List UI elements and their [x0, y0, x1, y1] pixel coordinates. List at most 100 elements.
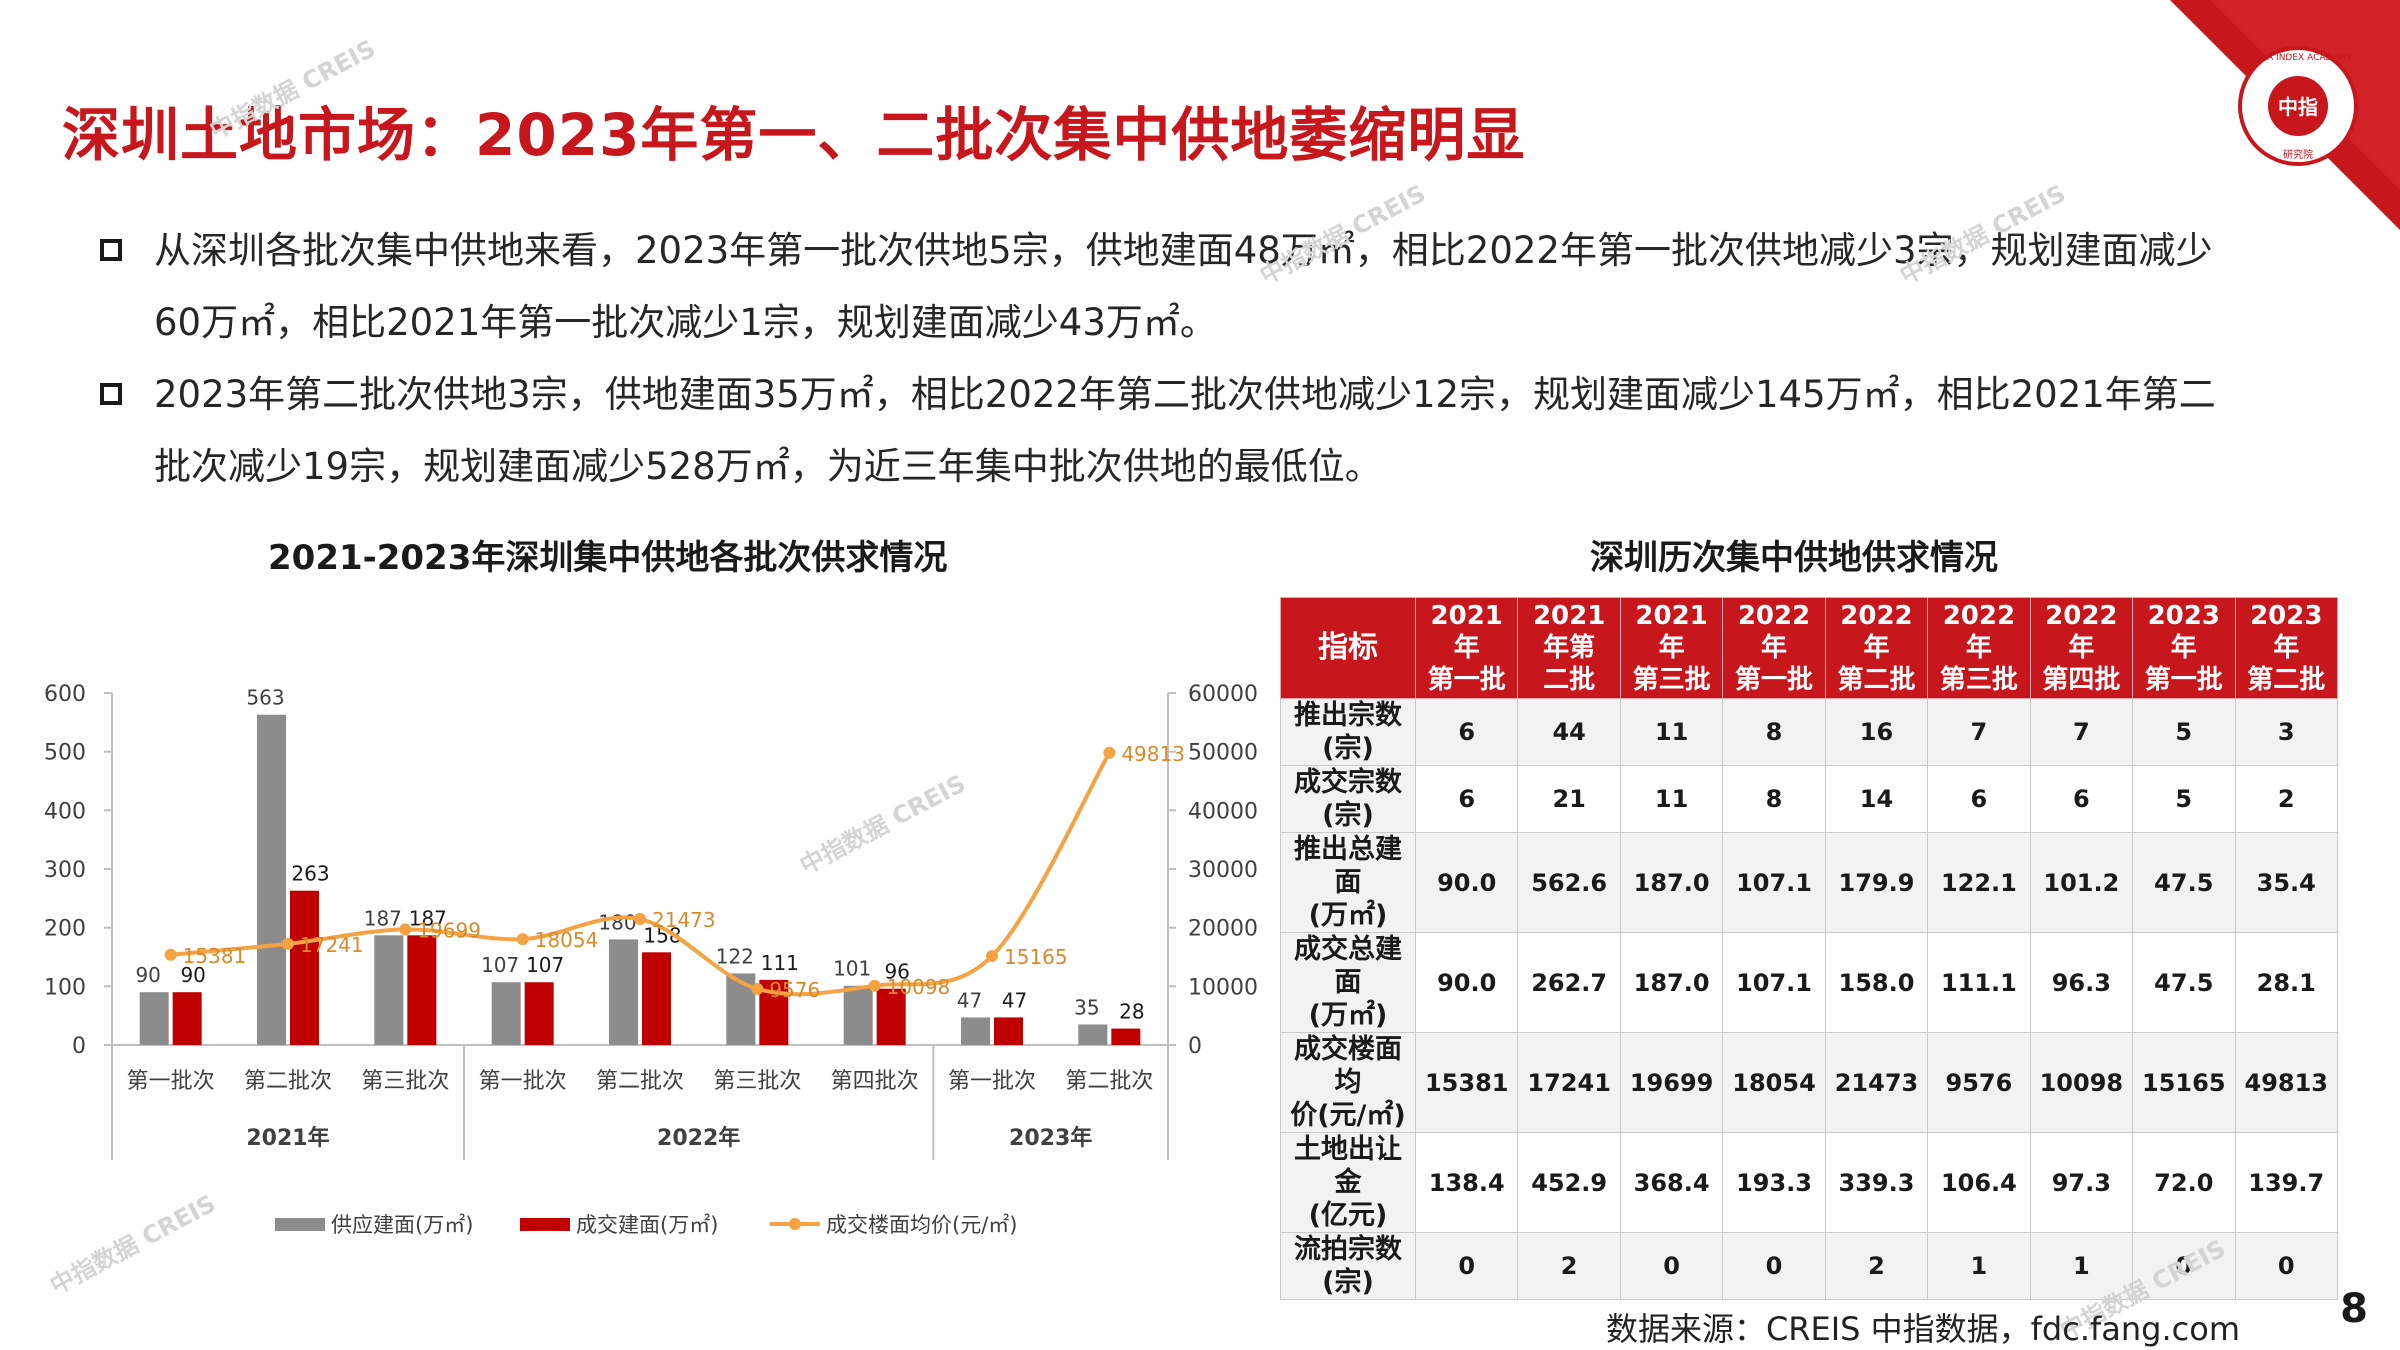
table-row: 推出宗数 (宗) 6 44 11 8 16 7 7 5 3 — [1280, 698, 2338, 766]
y-right-tick-label: 10000 — [1188, 975, 1258, 1000]
table-cell: 8 — [1722, 765, 1826, 833]
table-cell: 107.1 — [1722, 832, 1826, 933]
seal-center-icon — [2268, 76, 2328, 136]
supply-demand-table: 指标 2021年 第一批 2021年第 二批 2021年 第三批 2022年 第一批 2022年第… — [1280, 597, 2338, 1300]
y-left-tick-label: 400 — [44, 799, 86, 824]
y-left-tick-label: 600 — [44, 682, 86, 707]
bar-deal-label: 107 — [526, 953, 564, 977]
logo-text: 中指 — [2278, 95, 2318, 119]
group-label: 2021年 — [246, 1125, 329, 1151]
bar-supply — [374, 935, 404, 1045]
legend-swatch-deal — [520, 1218, 570, 1231]
table-cell: 187.0 — [1619, 832, 1724, 933]
table-cell: 9576 — [1927, 1032, 2031, 1133]
table-cell: 158.0 — [1824, 932, 1929, 1033]
table-cell: 0 — [1722, 1232, 1826, 1300]
bar-deal-label: 28 — [1119, 1000, 1144, 1024]
table-cell: 47.5 — [2132, 932, 2236, 1033]
bar-supply-label: 180 — [598, 910, 636, 934]
table-cell: 44 — [1517, 698, 1621, 766]
table-cell: 90.0 — [1414, 932, 1519, 1033]
table-cell: 187.0 — [1619, 932, 1724, 1033]
checkbox-square-icon — [100, 383, 122, 405]
table-cell: 6 — [1414, 698, 1519, 766]
table-header-batch: 2022年 第四批 — [2029, 597, 2134, 699]
y-right-tick-label: 40000 — [1188, 799, 1258, 824]
bar-supply — [1078, 1024, 1108, 1045]
table-cell: 1 — [1927, 1232, 2031, 1300]
table-cell: 6 — [2029, 765, 2134, 833]
line-price-label: 18054 — [535, 928, 599, 952]
group-label: 2022年 — [657, 1125, 740, 1151]
bar-supply — [257, 714, 286, 1045]
table-cell: 11 — [1619, 765, 1724, 833]
line-price-point — [634, 913, 646, 926]
line-price-label: 15165 — [1004, 945, 1068, 969]
bar-deal — [1111, 1028, 1141, 1045]
line-price-label: 9576 — [769, 978, 820, 1002]
chart-title: 2021-2023年深圳集中供地各批次供求情况 — [268, 538, 948, 578]
table-cell: 15381 — [1414, 1032, 1519, 1133]
data-source: 数据来源：CREIS 中指数据，fdc.fang.com — [1605, 1310, 2240, 1348]
y-left-tick-label: 300 — [44, 858, 86, 883]
table-header-row: 指标 2021年 第一批 2021年第 二批 2021年 第三批 2022年 第一批 2022年第… — [1280, 597, 2338, 699]
line-price-label: 21473 — [652, 908, 716, 932]
line-price-point — [751, 982, 764, 995]
table-row-label: 流拍宗数 (宗) — [1280, 1232, 1416, 1300]
table-header-batch: 2021年 第一批 — [1414, 597, 1519, 699]
table-header-batch: 2021年 第三批 — [1619, 597, 1724, 699]
logo: 中指 CHINA INDEX ACADEMY 研究院 — [2170, 0, 2400, 230]
bar-deal-label: 96 — [884, 960, 909, 984]
x-tick-label: 第四批次 — [831, 1069, 919, 1094]
bar-supply-label: 35 — [1074, 995, 1099, 1019]
line-price-label: 19699 — [417, 918, 481, 942]
checkbox-square-icon — [100, 239, 122, 261]
legend-label: 供应建面(万㎡) — [331, 1213, 473, 1237]
table-row: 流拍宗数 (宗) 0 2 0 0 2 1 1 0 0 — [1280, 1232, 2338, 1300]
bar-supply — [961, 1017, 990, 1045]
legend-swatch-supply — [275, 1218, 325, 1231]
table-header-indicator: 指标 — [1280, 597, 1416, 699]
bullet-item: 2023年第二批次供地3宗，供地建面35万㎡，相比2022年第二批次供地减少12… — [100, 359, 2220, 503]
bar-deal-label: 111 — [761, 951, 799, 975]
bar-supply-label: 122 — [716, 944, 754, 968]
table-cell: 21 — [1517, 765, 1621, 833]
table-cell: 339.3 — [1824, 1132, 1929, 1233]
table-row-label: 成交宗数 (宗) — [1280, 765, 1416, 833]
x-tick-label: 第一批次 — [479, 1069, 567, 1094]
table-body: 推出宗数 (宗) 6 44 11 8 16 7 7 5 3 成交宗数 (宗) 6 21 11 8 14 6 6 5 2 推出… — [1280, 698, 2338, 1300]
table-cell: 17241 — [1517, 1032, 1621, 1133]
y-right-tick-label: 30000 — [1188, 858, 1258, 883]
table-cell: 1 — [2029, 1232, 2134, 1300]
line-price-label: 17241 — [300, 933, 364, 957]
y-left-tick-label: 200 — [44, 917, 86, 942]
bullet-item: 从深圳各批次集中供地来看，2023年第一批次供地5宗，供地建面48万㎡，相比20… — [100, 215, 2220, 359]
table-cell: 111.1 — [1927, 932, 2031, 1033]
table-row-label: 成交楼面均 价(元/㎡) — [1280, 1032, 1416, 1133]
table-cell: 107.1 — [1722, 932, 1826, 1033]
table-row-label: 成交总建面 (万㎡) — [1280, 932, 1416, 1033]
line-price-point — [516, 933, 529, 946]
page-number: 8 — [2340, 1286, 2368, 1332]
table-cell: 97.3 — [2029, 1132, 2134, 1233]
table-cell: 21473 — [1824, 1032, 1929, 1133]
y-right-tick-label: 0 — [1188, 1034, 1202, 1059]
table-cell: 138.4 — [1414, 1132, 1519, 1233]
bar-deal — [642, 952, 671, 1045]
line-price-label: 10098 — [887, 975, 951, 999]
table-header-batch: 2023年 第二批 — [2234, 597, 2338, 699]
bar-supply-label: 47 — [957, 988, 982, 1012]
bullet-text: 从深圳各批次集中供地来看，2023年第一批次供地5宗，供地建面48万㎡，相比20… — [154, 229, 2213, 344]
table-header-batch: 2021年第 二批 — [1517, 597, 1621, 699]
table-cell: 18054 — [1722, 1032, 1826, 1133]
x-tick-label: 第一批次 — [127, 1069, 215, 1094]
bar-deal-label: 90 — [180, 963, 205, 987]
x-tick-label: 第二批次 — [596, 1069, 684, 1094]
table-cell: 47.5 — [2132, 832, 2236, 933]
bar-deal — [994, 1017, 1023, 1045]
table-cell: 0 — [1619, 1232, 1724, 1300]
table-cell: 11 — [1619, 698, 1724, 766]
x-tick-label: 第二批次 — [1065, 1069, 1153, 1094]
table-cell: 562.6 — [1517, 832, 1621, 933]
bar-deal — [524, 982, 554, 1045]
